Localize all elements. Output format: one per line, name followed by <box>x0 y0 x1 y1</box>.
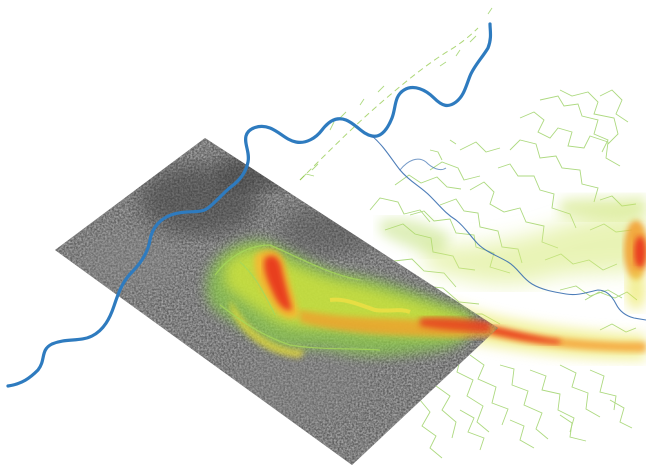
river <box>6 22 493 388</box>
heat-overlay-outer <box>380 195 646 360</box>
contour-trace <box>299 27 479 181</box>
heat-contour-edges <box>214 244 381 351</box>
heat-overlay <box>206 240 498 358</box>
river-branch-2 <box>399 158 447 171</box>
river-branch <box>371 135 646 321</box>
